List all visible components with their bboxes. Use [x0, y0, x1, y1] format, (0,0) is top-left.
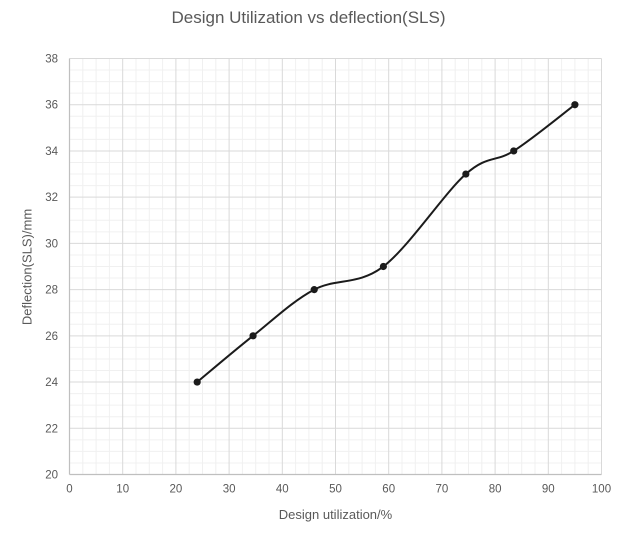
y-tick-label: 22: [45, 423, 58, 435]
y-tick-label: 34: [45, 146, 58, 158]
x-axis-title: Design utilization/%: [278, 507, 393, 522]
x-tick-label: 60: [382, 484, 395, 496]
y-axis-title: Deflection(SLS)/mm: [19, 208, 35, 326]
x-tick-label: 70: [436, 484, 449, 496]
series-markers: [193, 101, 579, 386]
data-point-marker: [193, 378, 201, 386]
y-tick-label: 24: [45, 377, 58, 389]
data-point-marker: [310, 286, 318, 294]
x-tick-label: 100: [592, 484, 611, 496]
data-point-marker: [462, 170, 470, 178]
data-point-marker: [571, 101, 579, 109]
axis-lines: [68, 58, 602, 476]
x-tick-label: 10: [116, 484, 129, 496]
y-tick-label: 26: [45, 331, 58, 343]
y-tick-label: 32: [45, 192, 58, 204]
x-tick-label: 30: [223, 484, 236, 496]
x-tick-label: 0: [66, 484, 72, 496]
chart-title: Design Utilization vs deflection(SLS): [171, 8, 446, 27]
data-point-marker: [510, 147, 518, 155]
y-tick-label: 30: [45, 238, 58, 250]
x-tick-label: 50: [329, 484, 342, 496]
x-tick-label: 80: [489, 484, 502, 496]
y-tick-label: 20: [45, 470, 58, 482]
y-tick-label: 36: [45, 100, 58, 112]
x-tick-label: 20: [170, 484, 183, 496]
y-tick-label: 38: [45, 54, 58, 66]
x-tick-label: 90: [542, 484, 555, 496]
x-tick-label: 40: [276, 484, 289, 496]
data-point-marker: [249, 332, 257, 340]
y-tick-labels: 20 22 24 26 28 30 32 34 36 38: [45, 54, 58, 482]
data-point-marker: [379, 262, 387, 271]
x-tick-labels: 0 10 20 30 40 50 60 70 80 90 100: [66, 484, 611, 496]
y-tick-label: 28: [45, 285, 58, 297]
